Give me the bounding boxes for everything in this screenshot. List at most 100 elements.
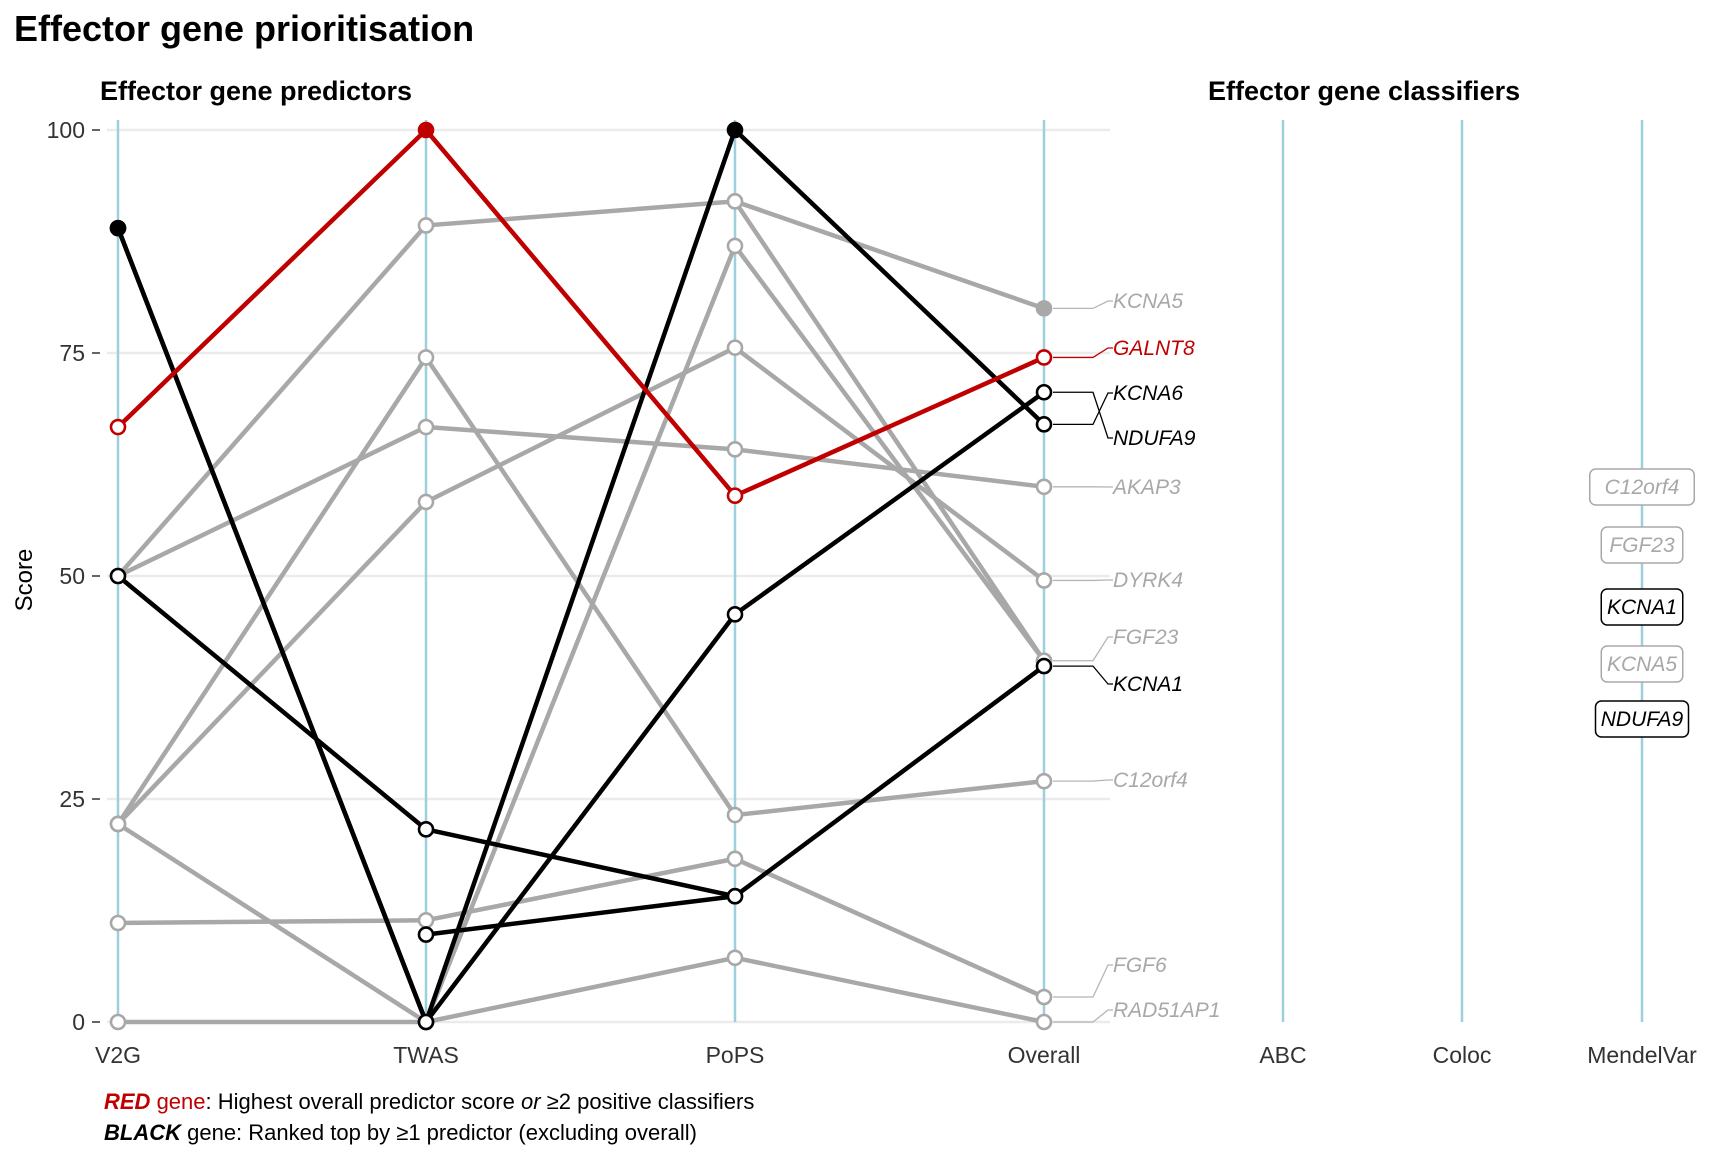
classifiers-panel-title: Effector gene classifiers xyxy=(1208,76,1520,106)
point-ndufa9-pops xyxy=(726,606,744,623)
point-akap3-twas xyxy=(417,418,435,436)
point-c12orf4-overall xyxy=(1035,772,1053,790)
line-ndufa9-1 xyxy=(423,612,738,1025)
point-fgf23-twas xyxy=(417,217,435,234)
line-c12orf4-0 xyxy=(115,355,429,827)
line-series-12-1 xyxy=(423,893,738,937)
line-fgf6-1 xyxy=(423,856,738,923)
point-series-11-v2g xyxy=(109,815,127,833)
line-fgf23-0 xyxy=(115,223,429,579)
gene-label-dyrk4: DYRK4 xyxy=(1113,569,1183,592)
x-tick-label-overall: Overall xyxy=(1008,1042,1081,1068)
point-dyrk4-overall xyxy=(1035,572,1053,589)
point-kcna1-twas xyxy=(417,821,435,838)
line-series-11-0 xyxy=(115,821,429,1025)
footer-note-black: BLACK gene: Ranked top by ≥1 predictor (… xyxy=(104,1120,697,1146)
line-series-11-2 xyxy=(732,243,1047,663)
gene-label-fgf23: FGF23 xyxy=(1113,626,1179,649)
point-ndufa9-overall xyxy=(1035,383,1053,401)
point-rad51ap1-v2g xyxy=(109,1013,127,1031)
line-kcna1-0 xyxy=(115,573,429,832)
connector-kcna5 xyxy=(1053,300,1113,310)
point-kcna5-overall xyxy=(1035,300,1053,317)
line-akap3-2 xyxy=(732,447,1047,490)
x-axes: V2G TWAS PoPS Overall ABC Coloc MendelVar xyxy=(95,120,1697,1068)
point-series-12-pops xyxy=(726,887,744,905)
line-galnt8-1 xyxy=(423,127,738,498)
point-fgf6-overall xyxy=(1035,988,1053,1006)
y-tick-label-0: 0 xyxy=(72,1009,85,1035)
line-galnt8-0 xyxy=(115,127,429,430)
classifier-label-fgf23: FGF23 xyxy=(1609,534,1675,557)
footer-black-text: gene: Ranked top by ≥1 predictor (exclud… xyxy=(181,1120,697,1145)
footer-red-gene: gene xyxy=(150,1089,206,1114)
line-fgf23-1 xyxy=(423,199,738,228)
gene-label-kcna5: KCNA5 xyxy=(1113,290,1183,313)
connector-kcna6 xyxy=(1053,392,1113,426)
line-rad51ap1-2 xyxy=(732,955,1047,1025)
classifier-box-kcna1 xyxy=(1600,588,1684,626)
footer-red-key: RED xyxy=(104,1089,151,1114)
line-akap3-0 xyxy=(115,424,429,579)
point-fgf6-pops xyxy=(726,850,744,868)
line-c12orf4-2 xyxy=(732,778,1047,818)
footer-note-red: RED gene: Highest overall predictor scor… xyxy=(104,1089,754,1115)
footer-red-pre: : Highest overall predictor score xyxy=(205,1089,521,1114)
point-galnt8-twas xyxy=(417,121,435,139)
point-galnt8-overall xyxy=(1035,349,1053,366)
point-rad51ap1-overall xyxy=(1035,1013,1053,1031)
line-kcna6-2 xyxy=(732,127,1047,427)
point-galnt8-v2g xyxy=(109,418,127,436)
line-kcna6-1 xyxy=(423,127,738,1025)
point-c12orf4-twas xyxy=(417,349,435,366)
line-kcna5-2 xyxy=(732,199,1047,311)
chart-title: Effector gene prioritisation xyxy=(14,8,474,49)
connector-fgf23 xyxy=(1053,636,1113,662)
gene-label-fgf6: FGF6 xyxy=(1113,954,1167,977)
connector-ndufa9 xyxy=(1053,391,1113,439)
connector-c12orf4 xyxy=(1053,779,1113,782)
gene-label-rad51ap1: RAD51AP1 xyxy=(1113,999,1220,1022)
point-kcna1-v2g xyxy=(109,567,127,585)
x-tick-label-abc: ABC xyxy=(1259,1042,1306,1068)
connector-rad51ap1 xyxy=(1053,1009,1113,1023)
gene-label-kcna1: KCNA1 xyxy=(1113,673,1183,696)
y-axis-label: Score xyxy=(11,549,38,612)
footer-red-post: ≥2 positive classifiers xyxy=(540,1089,755,1114)
point-akap3-overall xyxy=(1035,478,1053,496)
classifier-label-kcna1: KCNA1 xyxy=(1607,596,1677,619)
y-tick-label-25: 25 xyxy=(59,786,85,812)
line-fgf23-2 xyxy=(732,199,1047,663)
point-kcna6-pops xyxy=(726,121,744,139)
x-tick-label-mendelvar: MendelVar xyxy=(1587,1042,1697,1068)
point-galnt8-pops xyxy=(726,487,744,505)
point-kcna6-overall xyxy=(1035,416,1053,433)
line-series-11-1 xyxy=(423,243,738,1025)
line-kcna1-1 xyxy=(423,827,738,899)
line-c12orf4-1 xyxy=(423,355,738,818)
gene-label-c12orf4: C12orf4 xyxy=(1113,769,1188,792)
footer-red-or: or xyxy=(520,1089,541,1114)
point-dyrk4-pops xyxy=(726,339,744,356)
classifier-box-fgf23 xyxy=(1600,526,1684,564)
y-tick-label-75: 75 xyxy=(59,340,85,366)
series-lines xyxy=(115,127,1047,1025)
predictors-panel-title: Effector gene predictors xyxy=(100,76,412,106)
point-dyrk4-twas xyxy=(417,493,435,511)
classifier-box-ndufa9 xyxy=(1594,700,1690,738)
classifier-label-kcna5: KCNA5 xyxy=(1607,653,1677,676)
point-fgf6-twas xyxy=(417,912,435,929)
line-ndufa9-0 xyxy=(115,225,429,1025)
point-fgf6-v2g xyxy=(109,914,127,932)
gene-label-akap3: AKAP3 xyxy=(1111,476,1181,499)
footer-black-key: BLACK xyxy=(104,1120,181,1145)
classifier-box-c12orf4 xyxy=(1589,468,1695,506)
line-dyrk4-2 xyxy=(732,345,1047,583)
line-kcna1-2 xyxy=(732,663,1047,899)
gene-label-galnt8: GALNT8 xyxy=(1113,337,1195,360)
point-series-11-pops xyxy=(726,237,744,255)
line-dyrk4-0 xyxy=(115,499,429,827)
classifier-box-kcna5 xyxy=(1600,645,1684,683)
x-tick-label-v2g: V2G xyxy=(95,1042,141,1068)
